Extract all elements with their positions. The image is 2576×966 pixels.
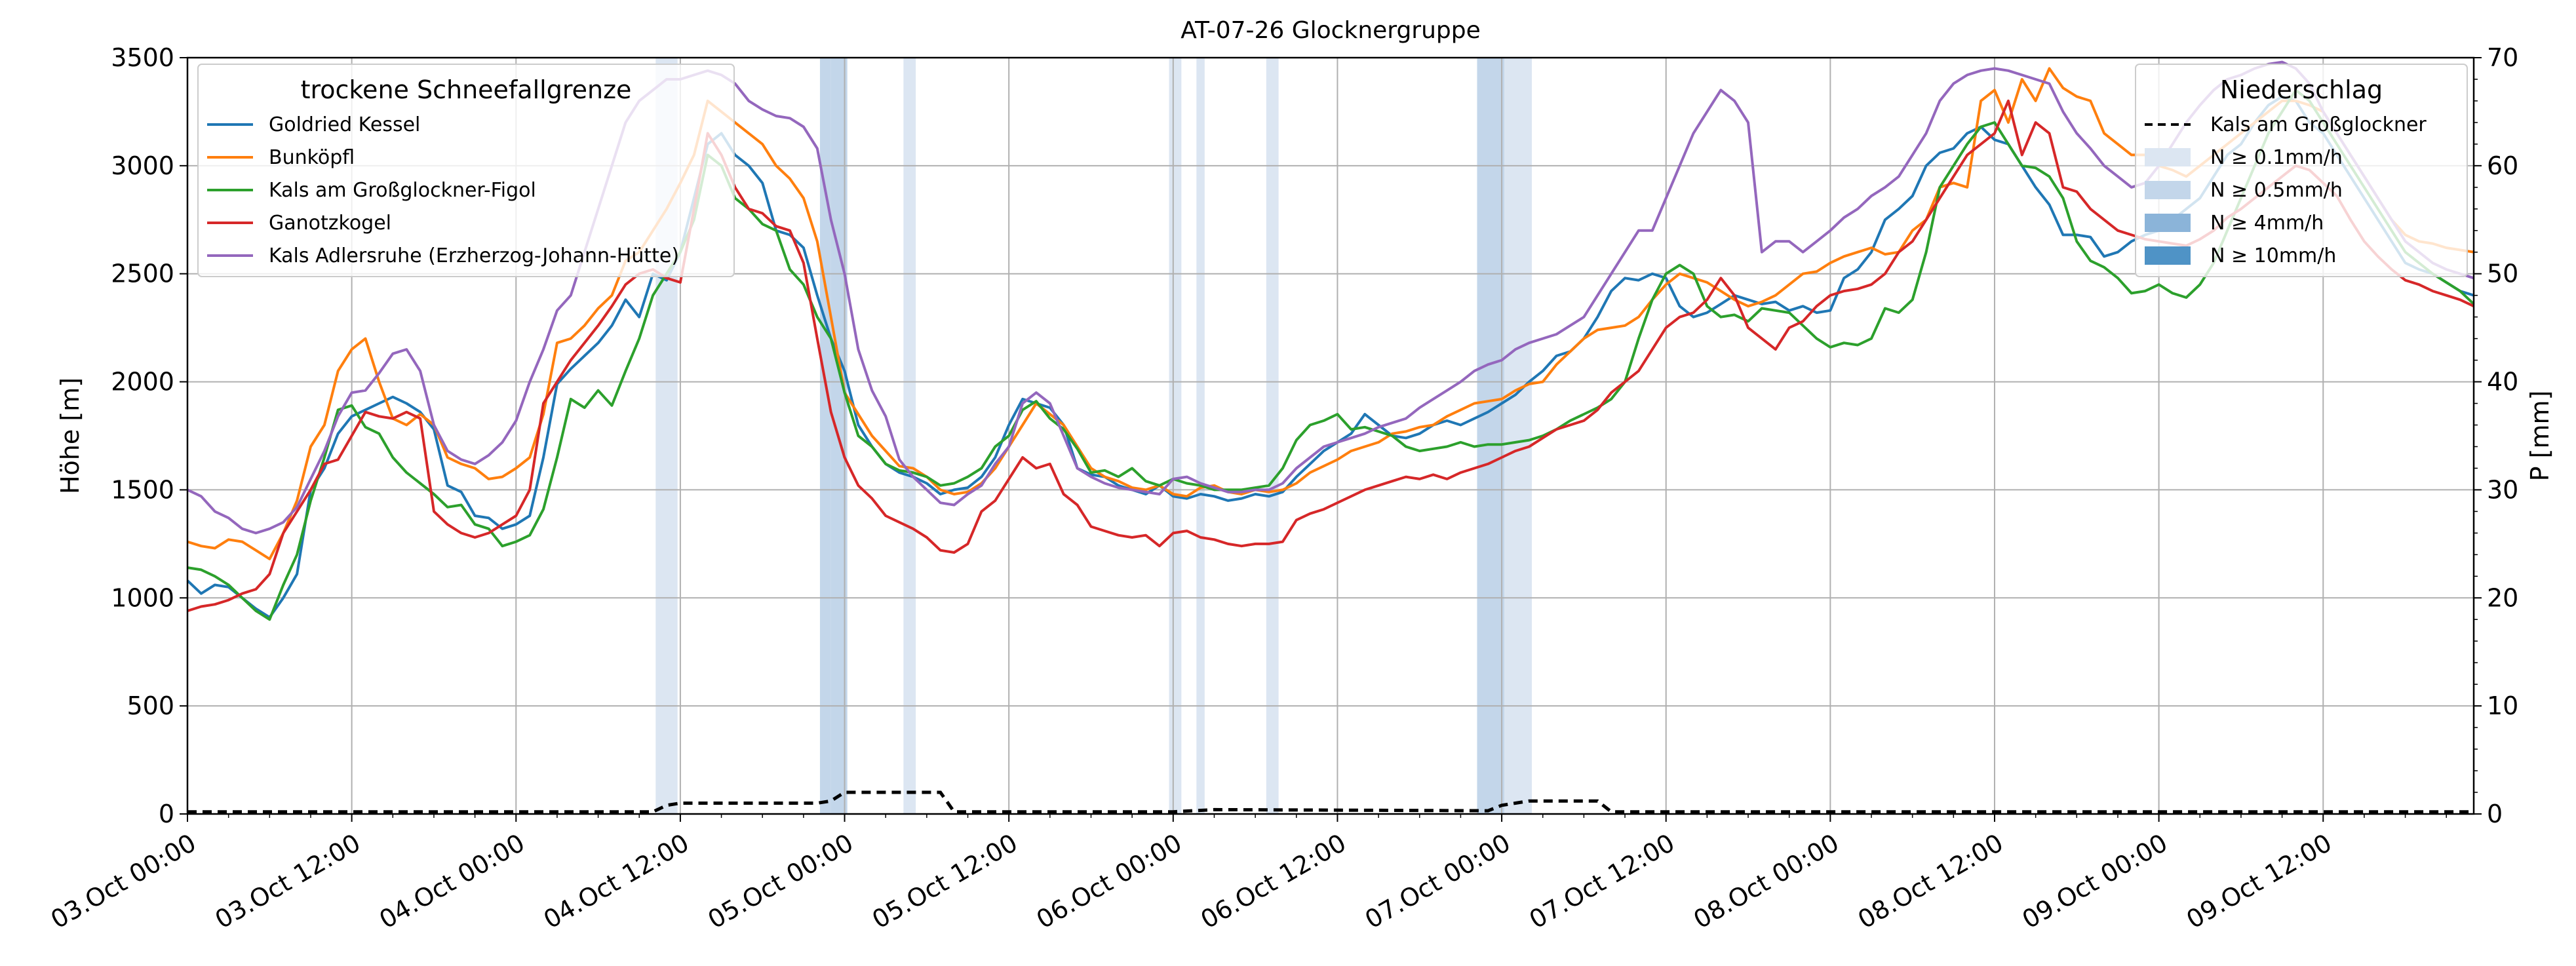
legend-label-kals-am-gro-glockner-figol: Kals am Großglockner-Figol xyxy=(269,179,536,202)
series-line-ganotzkogel xyxy=(187,99,2474,613)
snowline-series xyxy=(186,60,2475,621)
legend-band-label-0: N ≥ 0.1mm/h xyxy=(2210,146,2343,169)
y-right-tick-label-7: 70 xyxy=(2487,43,2518,72)
legend-band-swatch-2 xyxy=(2145,214,2191,232)
y-left-tick-label-2: 1000 xyxy=(111,583,174,612)
precip-band-7 xyxy=(1477,58,1505,814)
series-line-kals-adlersruhe-erzherzog-johann-h-tte xyxy=(187,60,2474,535)
legend-band-swatch-0 xyxy=(2145,148,2191,166)
y-left-tick-label-5: 2500 xyxy=(111,260,174,288)
y-right-tick-label-2: 20 xyxy=(2487,583,2518,612)
legend-label-goldried-kessel: Goldried Kessel xyxy=(269,113,420,136)
y-right-tick-label-4: 40 xyxy=(2487,368,2518,396)
legend-snowline: trockene Schneefallgrenze Goldried Kesse… xyxy=(197,64,735,277)
legend-band-swatch-3 xyxy=(2145,246,2191,265)
precip-band-1 xyxy=(819,58,831,814)
precip-band-3 xyxy=(903,58,916,814)
y-left-tick-label-0: 0 xyxy=(159,800,174,828)
legend-band-label-2: N ≥ 4mm/h xyxy=(2210,212,2324,235)
series-line-goldried-kessel xyxy=(186,95,2474,619)
y-left-tick-label-4: 2000 xyxy=(111,368,174,396)
legend-precip: Niederschlag Kals am Großglockner N ≥ 0.… xyxy=(2135,64,2468,277)
series-line-kals-am-gro-glockner-figol xyxy=(187,88,2475,621)
precip-band-5 xyxy=(1196,58,1205,814)
y-right-tick-label-6: 60 xyxy=(2487,151,2518,180)
y-right-tick-label-3: 30 xyxy=(2487,475,2518,504)
y-left-tick-label-7: 3500 xyxy=(111,43,174,72)
y-right-tick-label-0: 0 xyxy=(2487,800,2503,828)
legend-snowline-frame xyxy=(197,64,735,277)
precip-band-4 xyxy=(1169,58,1182,814)
y-left-tick-label-3: 1500 xyxy=(111,475,174,504)
legend-precip-title: Niederschlag xyxy=(2220,75,2383,104)
series-line-bunk-pfl xyxy=(187,67,2474,560)
legend-label-kals-adlersruhe-erzherzog-johann-h-tte: Kals Adlersruhe (Erzherzog-Johann-Hütte) xyxy=(269,244,679,267)
legend-precip-line-label: Kals am Großglockner xyxy=(2210,113,2427,136)
y-left-tick-label-6: 3000 xyxy=(111,151,174,180)
precip-band-8 xyxy=(1504,58,1532,814)
y-axis-label-right: P [mm] xyxy=(2526,391,2554,482)
legend-band-label-3: N ≥ 10mm/h xyxy=(2210,244,2336,267)
legend-snowline-items: Goldried Kessel Bunköpfl Kals am Großglock… xyxy=(207,113,679,267)
plot-frame xyxy=(186,56,2475,815)
legend-label-ganotzkogel: Ganotzkogel xyxy=(269,212,391,235)
legend-band-label-1: N ≥ 0.5mm/h xyxy=(2210,179,2343,202)
legend-precip-frame xyxy=(2135,64,2468,277)
legend-precip-band-items: N ≥ 0.1mm/h N ≥ 0.5mm/h N ≥ 4mm/h N ≥ 10mm/… xyxy=(2145,146,2343,267)
chart-title: AT-07-26 Glocknergruppe xyxy=(1181,17,1481,44)
precip-line xyxy=(187,790,2474,814)
legend-label-bunk-pfl: Bunköpfl xyxy=(269,146,355,169)
y-right-tick-label-5: 50 xyxy=(2487,260,2518,288)
precip-series xyxy=(187,790,2474,814)
precip-band-6 xyxy=(1266,58,1279,814)
legend-band-swatch-1 xyxy=(2145,181,2191,199)
y-axis-label-left: Höhe [m] xyxy=(56,377,85,494)
y-right-tick-label-1: 10 xyxy=(2487,691,2518,720)
legend-snowline-title: trockene Schneefallgrenze xyxy=(301,75,632,104)
y-left-tick-label-1: 500 xyxy=(127,691,174,720)
